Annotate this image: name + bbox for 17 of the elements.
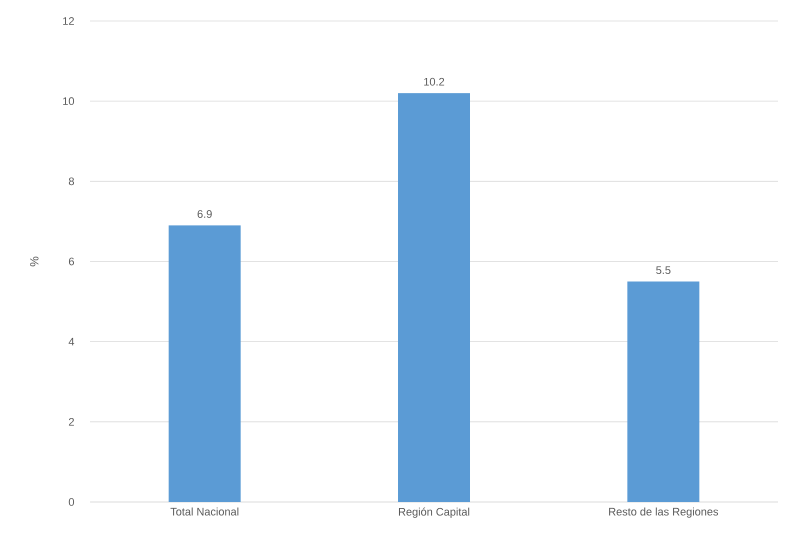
y-tick-label: 8 bbox=[68, 177, 74, 186]
y-tick-label: 2 bbox=[68, 418, 74, 426]
y-tick-label: 0 bbox=[68, 498, 74, 506]
data-label: 5.5 bbox=[656, 266, 670, 274]
y-tick-label: 4 bbox=[68, 338, 74, 346]
data-label: 10.2 bbox=[424, 78, 444, 86]
y-tick-label: 6 bbox=[68, 258, 74, 266]
y-axis-title: % bbox=[30, 256, 38, 266]
bar bbox=[168, 225, 241, 502]
bar bbox=[398, 93, 470, 502]
x-tick-label: Región Capital bbox=[398, 508, 470, 518]
bar bbox=[627, 282, 700, 502]
y-tick-label: 12 bbox=[63, 17, 74, 25]
x-tick-label: Resto de las Regiones bbox=[609, 508, 718, 518]
data-label: 6.9 bbox=[198, 210, 212, 218]
x-tick-label: Total Nacional bbox=[170, 508, 238, 516]
y-tick-label: 10 bbox=[63, 97, 74, 106]
